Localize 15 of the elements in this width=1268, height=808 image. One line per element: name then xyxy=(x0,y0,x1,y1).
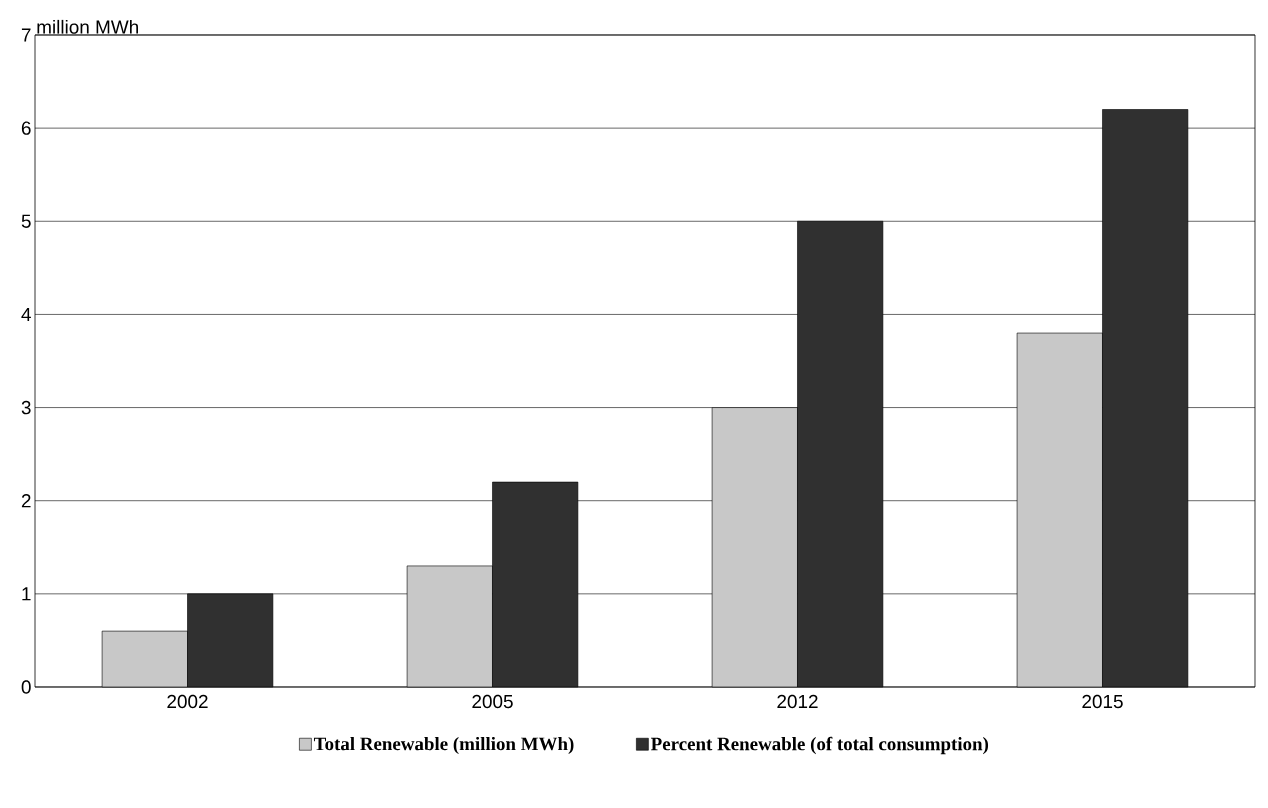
x-tick-label: 2005 xyxy=(472,694,513,709)
y-tick-label: 2 xyxy=(21,494,31,508)
legend-label: Total Renewable (million MWh) xyxy=(313,736,574,755)
y-tick-label: 5 xyxy=(21,214,31,228)
y-axis-title: million MWh xyxy=(37,19,138,34)
y-tick-label: 6 xyxy=(21,121,31,135)
y-tick-label: 0 xyxy=(21,680,31,694)
x-tick-label: 2015 xyxy=(1082,694,1123,709)
y-tick-label: 4 xyxy=(21,307,31,321)
y-tick-label: 3 xyxy=(21,400,31,415)
legend-label: Percent Renewable (of total consumption) xyxy=(651,736,989,755)
y-tick-label: 7 xyxy=(21,28,31,42)
y-tick-label: 1 xyxy=(22,587,31,601)
x-tick-label: 2002 xyxy=(167,694,208,709)
x-tick-label: 2012 xyxy=(777,694,818,709)
